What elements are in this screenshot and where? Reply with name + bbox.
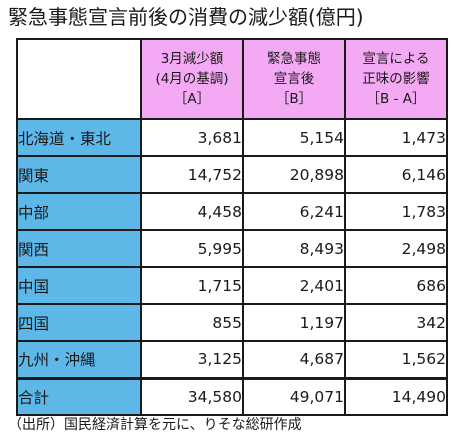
column-header-b-minus-a: 宣言による 正味の影響 ［B - A］ — [344, 38, 448, 120]
region-label: 中部 — [16, 192, 142, 231]
column-header-line: 宣言による — [362, 51, 430, 67]
column-header-b: 緊急事態 宣言後 ［B］ — [242, 38, 346, 120]
column-header-line: ［B］ — [275, 91, 313, 107]
value-a: 3,681 — [140, 118, 244, 157]
region-label: 合計 — [16, 376, 142, 416]
value-b: 8,493 — [242, 229, 346, 268]
region-label: 関東 — [16, 155, 142, 194]
value-a: 34,580 — [140, 376, 244, 416]
table-row: 関東 14,752 20,898 6,146 — [16, 155, 448, 194]
value-b: 5,154 — [242, 118, 346, 157]
value-b: 2,401 — [242, 266, 346, 305]
source-note: （出所）国民経済計算を元に、りそな総研作成 — [8, 417, 302, 433]
value-a: 1,715 — [140, 266, 244, 305]
region-label: 関西 — [16, 229, 142, 268]
header-row: 3月減少額 (4月の基調) ［A］ 緊急事態 宣言後 ［B］ 宣言による 正味の… — [16, 38, 448, 120]
consumption-table: 3月減少額 (4月の基調) ［A］ 緊急事態 宣言後 ［B］ 宣言による 正味の… — [16, 38, 448, 416]
value-a: 4,458 — [140, 192, 244, 231]
column-header-a: 3月減少額 (4月の基調) ［A］ — [140, 38, 244, 120]
column-header-line: 正味の影響 — [362, 71, 430, 87]
value-b-minus-a: 686 — [344, 266, 448, 305]
value-a: 3,125 — [140, 340, 244, 379]
region-label: 九州・沖縄 — [16, 340, 142, 379]
value-b: 49,071 — [242, 376, 346, 416]
column-header-line: 宣言後 — [273, 71, 315, 87]
value-b-minus-a: 1,783 — [344, 192, 448, 231]
value-a: 855 — [140, 303, 244, 342]
corner-cell — [16, 38, 142, 120]
value-a: 14,752 — [140, 155, 244, 194]
value-b-minus-a: 342 — [344, 303, 448, 342]
column-header-line: 3月減少額 — [160, 51, 224, 67]
table-row: 北海道・東北 3,681 5,154 1,473 — [16, 118, 448, 157]
value-b-minus-a: 14,490 — [344, 376, 448, 416]
table-row: 関西 5,995 8,493 2,498 — [16, 229, 448, 268]
table-row: 中部 4,458 6,241 1,783 — [16, 192, 448, 231]
value-b-minus-a: 2,498 — [344, 229, 448, 268]
column-header-line: ［A］ — [173, 91, 211, 107]
total-row: 合計 34,580 49,071 14,490 — [16, 376, 448, 416]
value-a: 5,995 — [140, 229, 244, 268]
value-b: 20,898 — [242, 155, 346, 194]
chart-title: 緊急事態宣言前後の消費の減少額(億円) — [8, 5, 364, 29]
column-header-line: (4月の基調) — [155, 71, 229, 87]
table-row: 四国 855 1,197 342 — [16, 303, 448, 342]
value-b: 1,197 — [242, 303, 346, 342]
column-header-line: ［B - A］ — [366, 91, 426, 107]
region-label: 四国 — [16, 303, 142, 342]
value-b-minus-a: 6,146 — [344, 155, 448, 194]
value-b: 6,241 — [242, 192, 346, 231]
column-header-line: 緊急事態 — [267, 51, 321, 67]
value-b: 4,687 — [242, 340, 346, 379]
table-row: 中国 1,715 2,401 686 — [16, 266, 448, 305]
table-row: 九州・沖縄 3,125 4,687 1,562 — [16, 340, 448, 379]
region-label: 中国 — [16, 266, 142, 305]
value-b-minus-a: 1,562 — [344, 340, 448, 379]
region-label: 北海道・東北 — [16, 118, 142, 157]
value-b-minus-a: 1,473 — [344, 118, 448, 157]
